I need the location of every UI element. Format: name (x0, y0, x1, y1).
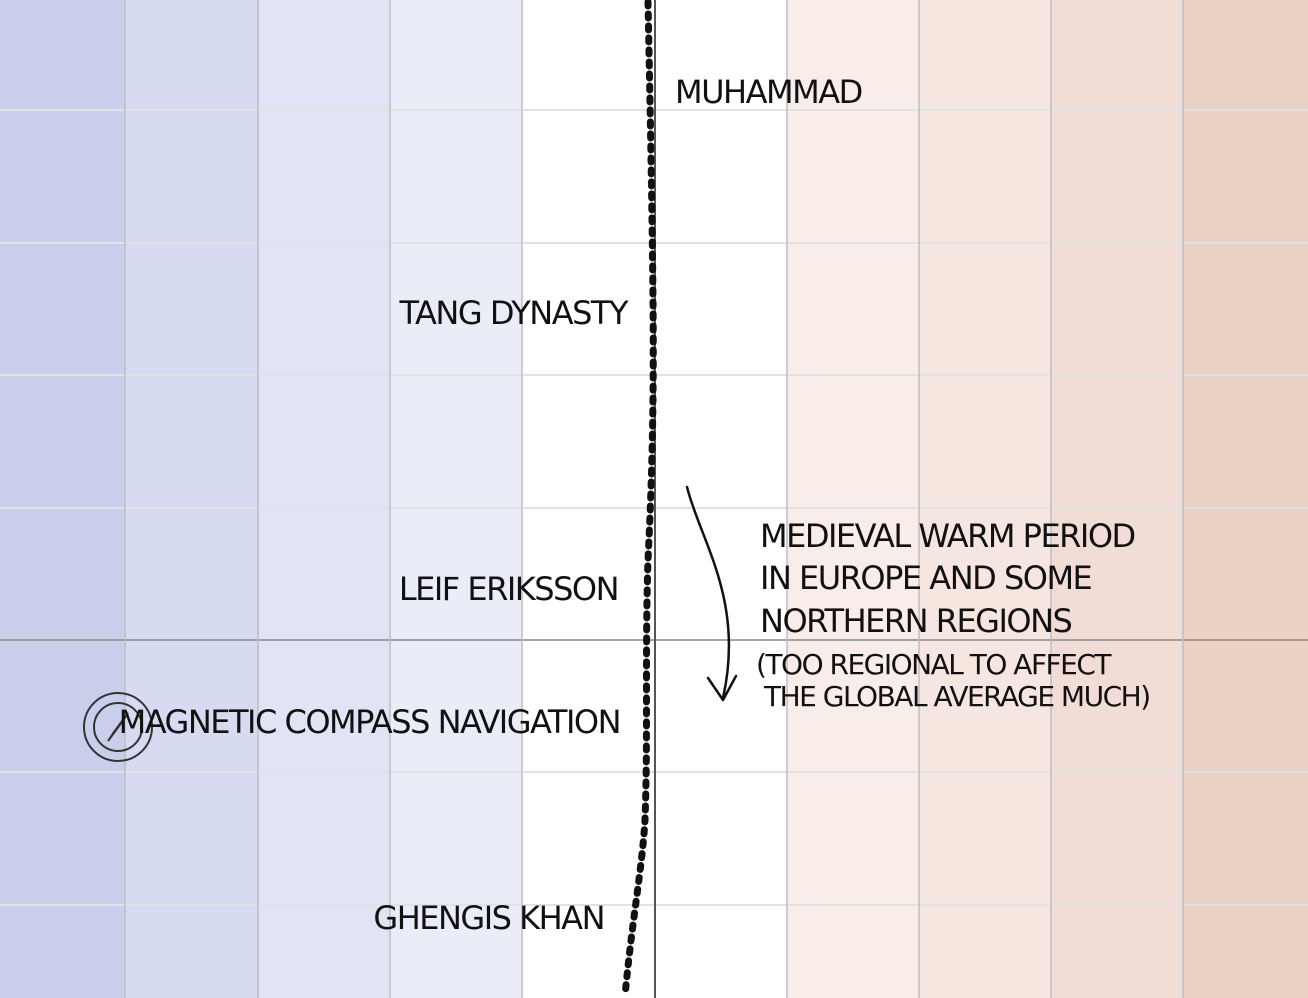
event-label: MAGNETIC COMPASS NAVIGATION (119, 703, 620, 741)
annotation-note: THE GLOBAL AVERAGE MUCH) (763, 680, 1150, 713)
annotation-note: (TOO REGIONAL TO AFFECT (756, 648, 1112, 681)
event-label: MUHAMMAD (675, 73, 862, 111)
annotation-arrow (685, 485, 738, 702)
event-label: LEIF ERIKSSON (399, 570, 618, 608)
event-label: GHENGIS KHAN (373, 899, 604, 937)
compass-icon (83, 692, 153, 762)
temperature-line (621, 0, 657, 998)
event-label: TANG DYNASTY (398, 294, 628, 332)
annotation-text: IN EUROPE AND SOME (760, 559, 1092, 597)
annotation-text: MEDIEVAL WARM PERIOD (760, 517, 1135, 555)
annotation-text: NORTHERN REGIONS (760, 602, 1072, 640)
